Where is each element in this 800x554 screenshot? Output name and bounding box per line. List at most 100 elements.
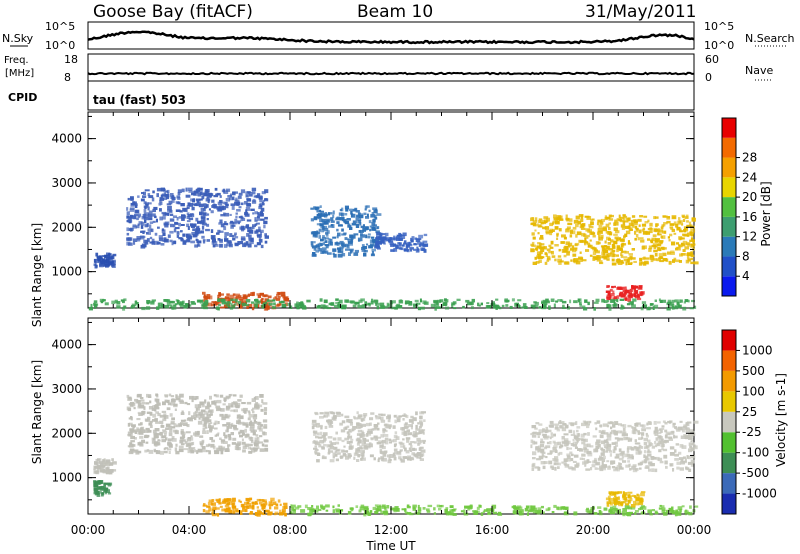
data-cell [421, 306, 425, 310]
data-cell [576, 433, 580, 437]
data-cell [223, 222, 229, 226]
colorbar-tick-label: 28 [742, 151, 757, 165]
data-cell [203, 410, 208, 415]
data-cell [359, 222, 362, 226]
data-cell [573, 219, 579, 224]
data-cell [555, 300, 558, 303]
data-cell [639, 237, 644, 240]
data-cell [349, 226, 353, 230]
data-cell [239, 429, 242, 434]
data-cell [412, 417, 417, 422]
data-cell [203, 296, 207, 299]
data-cell [543, 461, 548, 464]
data-cell [367, 233, 371, 236]
data-cell [471, 298, 475, 303]
data-cell [101, 492, 105, 496]
data-cell [671, 510, 675, 513]
data-cell [357, 305, 362, 309]
data-cell [679, 244, 683, 248]
nave-tick-top: 60 [705, 53, 719, 66]
data-cell [414, 453, 417, 457]
data-cell [230, 432, 234, 436]
data-cell [361, 423, 366, 427]
data-cell [406, 512, 412, 515]
data-cell [657, 243, 660, 246]
data-cell [359, 445, 363, 449]
data-cell [361, 457, 366, 461]
data-cell [206, 204, 209, 208]
data-cell [129, 443, 134, 448]
data-cell [309, 508, 313, 512]
data-cell [597, 228, 603, 232]
data-cell [329, 445, 335, 450]
colorbar-segment [722, 118, 736, 138]
data-cell [336, 243, 340, 246]
data-cell [314, 430, 318, 434]
data-cell [664, 460, 668, 465]
data-cell [229, 306, 234, 310]
data-cell [382, 236, 387, 241]
data-cell [378, 457, 381, 460]
colorbar-tick-label: -100 [742, 446, 769, 460]
data-cell [608, 227, 611, 230]
data-cell [244, 303, 250, 306]
data-cell [355, 224, 360, 228]
data-cell [239, 510, 243, 514]
data-cell [669, 452, 675, 456]
data-cell [210, 229, 214, 233]
data-cell [631, 285, 634, 288]
data-cell [453, 307, 457, 310]
data-cell [335, 301, 339, 305]
data-cell [168, 393, 172, 397]
data-cell [630, 257, 636, 260]
data-cell [329, 241, 333, 246]
data-cell [224, 238, 229, 242]
data-cell [421, 429, 424, 434]
data-cell [206, 414, 211, 418]
data-cell [248, 237, 252, 241]
data-cell [548, 424, 554, 427]
data-cell [293, 508, 296, 511]
data-cell [346, 218, 351, 221]
data-cell [248, 450, 253, 454]
data-cell [164, 194, 169, 197]
data-cell [362, 246, 368, 250]
data-cell [416, 302, 419, 307]
data-cell [414, 237, 418, 240]
data-cell [416, 452, 421, 456]
data-cell [332, 252, 335, 255]
data-cell [576, 426, 581, 429]
data-cell [188, 217, 194, 221]
data-cell [486, 302, 490, 305]
data-cell [222, 205, 226, 210]
data-cell [561, 427, 567, 432]
data-cell [251, 226, 255, 230]
data-cell [627, 424, 632, 428]
x-tick-label: 00:00 [71, 523, 106, 537]
data-cell [209, 426, 213, 431]
data-cell [603, 455, 606, 459]
data-cell [93, 258, 97, 263]
data-cell [203, 306, 208, 310]
data-cell [641, 428, 646, 432]
data-cell [614, 421, 619, 425]
data-cell [652, 243, 658, 248]
data-cell [653, 249, 658, 253]
data-cell [624, 505, 630, 509]
data-cell [576, 231, 582, 236]
data-cell [390, 507, 395, 511]
data-cell [628, 463, 631, 467]
data-cell [652, 306, 655, 310]
data-cell [295, 303, 299, 308]
data-cell [614, 509, 618, 513]
data-cell [666, 220, 671, 224]
data-cell [161, 211, 167, 215]
data-cell [359, 435, 363, 438]
data-cell [627, 438, 630, 442]
data-cell [144, 449, 148, 453]
data-cell [188, 304, 192, 307]
data-cell [623, 501, 626, 504]
data-cell [130, 198, 134, 201]
data-region [605, 285, 645, 302]
data-cell [561, 436, 565, 440]
